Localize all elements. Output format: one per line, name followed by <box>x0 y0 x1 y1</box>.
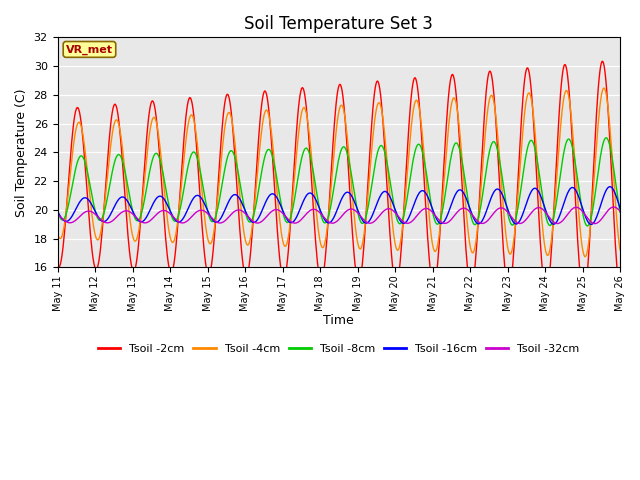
Tsoil -32cm <box>54 211 61 217</box>
Tsoil -8cm <box>616 209 624 215</box>
Tsoil -8cm <box>407 169 415 175</box>
Y-axis label: Soil Temperature (C): Soil Temperature (C) <box>15 88 28 216</box>
Tsoil -4cm <box>179 169 186 175</box>
Tsoil -8cm <box>54 207 61 213</box>
Tsoil -16cm <box>588 221 595 227</box>
Tsoil -16cm <box>179 216 186 222</box>
Tsoil -2cm <box>616 290 624 296</box>
Tsoil -32cm <box>407 219 415 225</box>
Tsoil -4cm <box>616 247 624 253</box>
Tsoil -32cm <box>64 219 72 225</box>
Tsoil -8cm <box>122 171 129 177</box>
Title: Soil Temperature Set 3: Soil Temperature Set 3 <box>244 15 433 33</box>
Tsoil -2cm <box>179 152 186 157</box>
Tsoil -2cm <box>64 190 72 195</box>
Tsoil -4cm <box>54 230 61 236</box>
Tsoil -4cm <box>407 125 415 131</box>
Tsoil -4cm <box>209 236 216 242</box>
Tsoil -2cm <box>209 255 216 261</box>
Tsoil -32cm <box>209 216 216 221</box>
Tsoil -4cm <box>122 175 129 181</box>
Tsoil -16cm <box>122 196 129 202</box>
Line: Tsoil -16cm: Tsoil -16cm <box>58 187 620 224</box>
Line: Tsoil -8cm: Tsoil -8cm <box>58 138 620 226</box>
Tsoil -8cm <box>424 178 431 184</box>
Tsoil -4cm <box>424 195 431 201</box>
Tsoil -32cm <box>122 208 129 214</box>
Tsoil -2cm <box>580 290 588 296</box>
Tsoil -32cm <box>591 221 599 227</box>
Text: VR_met: VR_met <box>66 44 113 55</box>
Line: Tsoil -2cm: Tsoil -2cm <box>58 61 620 293</box>
Line: Tsoil -4cm: Tsoil -4cm <box>58 88 620 257</box>
Tsoil -2cm <box>122 203 129 208</box>
Tsoil -4cm <box>581 254 589 260</box>
Tsoil -2cm <box>424 233 431 239</box>
Tsoil -4cm <box>64 195 72 201</box>
Tsoil -16cm <box>64 218 72 224</box>
Tsoil -16cm <box>424 193 431 199</box>
Tsoil -16cm <box>407 209 415 215</box>
Tsoil -16cm <box>606 184 614 190</box>
Tsoil -32cm <box>424 206 431 212</box>
Tsoil -16cm <box>209 217 216 223</box>
Tsoil -16cm <box>616 205 624 211</box>
Tsoil -2cm <box>54 263 61 269</box>
Tsoil -2cm <box>599 59 607 64</box>
Tsoil -32cm <box>610 204 618 210</box>
Line: Tsoil -32cm: Tsoil -32cm <box>58 207 620 224</box>
Tsoil -32cm <box>616 208 624 214</box>
Tsoil -32cm <box>179 220 186 226</box>
Tsoil -8cm <box>209 219 216 225</box>
X-axis label: Time: Time <box>323 313 354 326</box>
Tsoil -8cm <box>602 135 610 141</box>
Tsoil -16cm <box>54 208 61 214</box>
Tsoil -2cm <box>407 95 415 101</box>
Tsoil -8cm <box>64 205 72 211</box>
Tsoil -8cm <box>179 193 186 199</box>
Tsoil -8cm <box>583 223 591 229</box>
Legend: Tsoil -2cm, Tsoil -4cm, Tsoil -8cm, Tsoil -16cm, Tsoil -32cm: Tsoil -2cm, Tsoil -4cm, Tsoil -8cm, Tsoi… <box>93 339 584 359</box>
Tsoil -4cm <box>600 85 607 91</box>
